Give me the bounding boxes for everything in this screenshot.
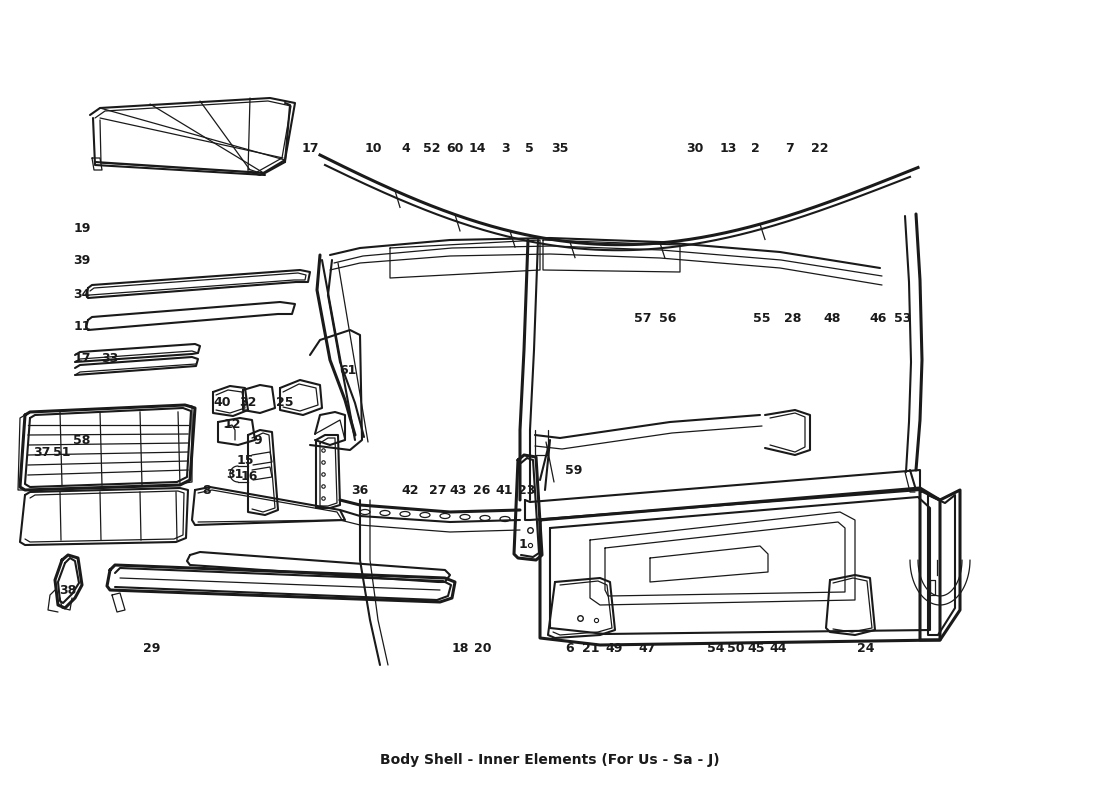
Text: 4: 4: [402, 142, 410, 154]
Text: 13: 13: [719, 142, 737, 154]
Text: 17: 17: [301, 142, 319, 154]
Text: 3: 3: [502, 142, 510, 154]
Text: 54: 54: [707, 642, 725, 654]
Text: 15: 15: [236, 454, 254, 466]
Text: 37: 37: [33, 446, 51, 458]
Text: 1: 1: [518, 538, 527, 551]
Text: 20: 20: [474, 642, 492, 654]
Text: 21: 21: [582, 642, 600, 654]
Text: 29: 29: [143, 642, 161, 654]
Text: 40: 40: [213, 397, 231, 410]
Text: 46: 46: [869, 311, 887, 325]
Text: 49: 49: [605, 642, 623, 654]
Text: 56: 56: [659, 311, 676, 325]
Text: 5: 5: [525, 142, 533, 154]
Text: 11: 11: [74, 321, 90, 334]
Text: 51: 51: [53, 446, 70, 458]
Text: 18: 18: [451, 642, 469, 654]
Text: 24: 24: [857, 642, 874, 654]
Text: 43: 43: [449, 483, 466, 497]
Text: 16: 16: [240, 470, 257, 483]
Text: 58: 58: [74, 434, 90, 446]
Text: 39: 39: [74, 254, 90, 266]
Text: 38: 38: [59, 583, 77, 597]
Text: 45: 45: [747, 642, 764, 654]
Text: 60: 60: [447, 142, 464, 154]
Text: 42: 42: [402, 483, 419, 497]
Text: 22: 22: [812, 142, 828, 154]
Text: 6: 6: [565, 642, 574, 654]
Text: 17: 17: [74, 351, 90, 365]
Text: 12: 12: [223, 418, 241, 431]
Text: 14: 14: [469, 142, 486, 154]
Text: 41: 41: [495, 483, 513, 497]
Text: 32: 32: [240, 397, 256, 410]
Text: 33: 33: [101, 351, 119, 365]
Text: 2: 2: [750, 142, 759, 154]
Text: 61: 61: [339, 363, 356, 377]
Text: 55: 55: [754, 311, 771, 325]
Text: 47: 47: [638, 642, 656, 654]
Text: 34: 34: [74, 289, 90, 302]
Text: 7: 7: [785, 142, 794, 154]
Text: 31: 31: [227, 469, 244, 482]
Text: 53: 53: [894, 311, 912, 325]
Text: Body Shell - Inner Elements (For Us - Sa - J): Body Shell - Inner Elements (For Us - Sa…: [381, 753, 719, 767]
Text: 10: 10: [364, 142, 382, 154]
Text: 30: 30: [686, 142, 704, 154]
Text: 59: 59: [565, 463, 583, 477]
Text: 26: 26: [473, 483, 491, 497]
Text: 57: 57: [635, 311, 651, 325]
Text: 23: 23: [518, 483, 536, 497]
Text: 27: 27: [429, 483, 447, 497]
Text: 44: 44: [769, 642, 786, 654]
Text: 52: 52: [424, 142, 441, 154]
Text: 28: 28: [784, 311, 802, 325]
Text: 25: 25: [276, 397, 294, 410]
Text: 48: 48: [823, 311, 840, 325]
Text: 36: 36: [351, 483, 369, 497]
Text: 35: 35: [551, 142, 569, 154]
Text: 19: 19: [74, 222, 90, 234]
Text: 50: 50: [727, 642, 745, 654]
Text: 8: 8: [202, 483, 211, 497]
Text: 9: 9: [254, 434, 262, 446]
